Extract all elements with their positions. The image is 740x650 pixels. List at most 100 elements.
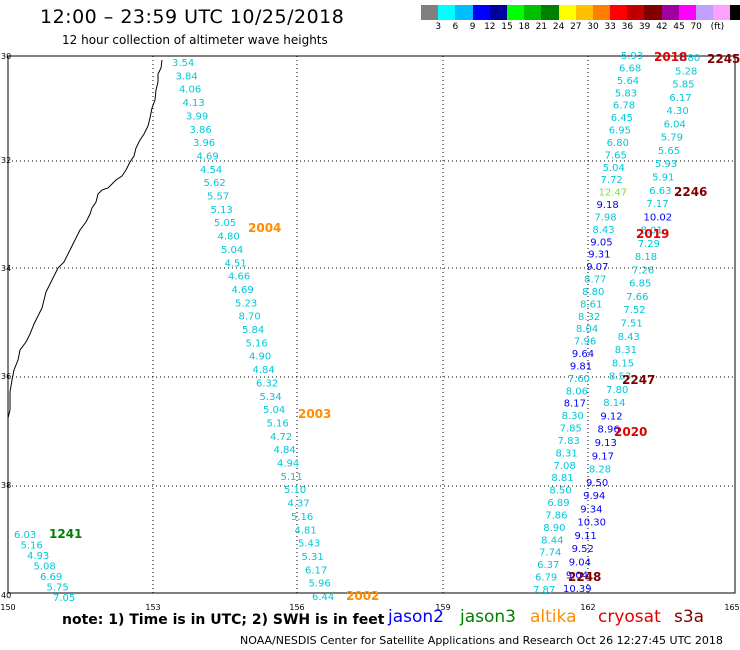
wave-height-label: 9.81: [570, 361, 592, 372]
legend-label: (ft): [710, 22, 725, 32]
wave-height-label: 5.05: [214, 218, 236, 229]
wave-height-label: 8.15: [612, 358, 634, 369]
map-frame: [7, 55, 736, 594]
wave-height-label: 8.31: [556, 448, 578, 459]
wave-height-label: 5.91: [652, 172, 674, 183]
lat-tick-label: 32: [1, 156, 11, 165]
wave-height-label: 5.04: [221, 245, 243, 256]
wave-height-label: 5.79: [661, 133, 683, 144]
wave-height-label: 7.60: [568, 374, 590, 385]
wave-height-label: 6.68: [619, 63, 641, 74]
wave-height-label: 8.30: [562, 411, 584, 422]
legend-label: 30: [587, 22, 599, 32]
wave-height-label: 9.17: [592, 451, 614, 462]
legend-label: 42: [656, 22, 668, 32]
wave-height-label: 8.81: [551, 473, 573, 484]
wave-height-label: 9.05: [590, 237, 612, 248]
wave-height-label: 7.52: [623, 305, 645, 316]
lon-tick-label: 156: [289, 603, 304, 610]
track-id-label: 2004: [248, 221, 281, 235]
track-id-label: 2246: [674, 185, 707, 199]
wave-height-label: 5.04: [263, 405, 285, 416]
wave-height-label: 4.80: [218, 232, 240, 243]
satellite-altika: altika: [530, 607, 577, 627]
lon-tick-label: 165: [724, 603, 739, 610]
track-id-label: 2248: [568, 570, 601, 584]
wave-height-label: 6.80: [607, 138, 629, 149]
wave-height-label: 8.32: [578, 312, 600, 323]
legend-swatch: [627, 5, 645, 20]
grid-lines: [8, 56, 735, 593]
legend-swatch: [678, 5, 696, 20]
wave-height-label: 5.64: [617, 76, 639, 87]
wave-height-label: 5.43: [298, 539, 320, 550]
wave-height-label: 3.54: [172, 58, 194, 69]
wave-height-label: 4.84: [253, 365, 275, 376]
wave-height-label: 8.31: [615, 345, 637, 356]
wave-height-label: 8.77: [584, 275, 606, 286]
wave-height-label: 6.32: [256, 378, 278, 389]
track-id-label: 2245: [707, 52, 740, 66]
wave-height-label: 6.95: [609, 126, 631, 137]
wave-height-label: 7.80: [678, 53, 700, 64]
wave-height-label: 5.84: [242, 325, 264, 336]
lat-tick-label: 40: [1, 591, 11, 600]
legend-label: 12: [484, 22, 496, 32]
wave-height-label: 7.80: [606, 385, 628, 396]
legend-label: 33: [604, 22, 616, 32]
wave-height-label: 5.34: [260, 392, 282, 403]
wave-height-label: 4.90: [249, 352, 271, 363]
wave-height-label: 4.30: [667, 106, 689, 117]
legend-label: 15: [501, 22, 513, 32]
wave-height-label: 7.29: [638, 239, 660, 250]
wave-height-label: 6.17: [305, 565, 327, 576]
wave-height-label: 5.31: [302, 552, 324, 563]
wave-height-label: 8.04: [576, 324, 598, 335]
wave-height-label: 7.85: [560, 424, 582, 435]
wave-height-label: 5.93: [621, 51, 643, 62]
wave-height-label: 7.87: [533, 585, 555, 596]
wave-height-label: 9.34: [580, 504, 602, 515]
wave-height-label: 3.99: [186, 111, 208, 122]
wave-height-label: 5.93: [655, 159, 677, 170]
wave-height-label: 3.96: [193, 138, 215, 149]
wave-height-label: 9.94: [583, 491, 605, 502]
wave-height-label: 8.17: [564, 399, 586, 410]
lat-tick-label: 38: [1, 481, 11, 490]
wave-height-label: 7.98: [594, 212, 616, 223]
wave-height-label: 7.66: [626, 292, 648, 303]
wave-height-label: 6.89: [547, 498, 569, 509]
wave-height-label: 8.90: [543, 523, 565, 534]
legend-swatch: [524, 5, 542, 20]
wave-height-label: 4.13: [183, 98, 205, 109]
legend-swatch: [506, 5, 525, 20]
legend-swatch: [489, 5, 507, 20]
wave-height-label: 4.69: [197, 151, 219, 162]
wave-height-label: 8.61: [580, 299, 602, 310]
wave-height-label: 4.93: [27, 551, 49, 562]
wave-height-label: 7.96: [574, 337, 596, 348]
wave-height-label: 5.28: [675, 66, 697, 77]
wave-height-label: 7.83: [558, 436, 580, 447]
wave-height-label: 9.64: [572, 349, 594, 360]
lat-tick-label: 34: [1, 264, 11, 273]
wave-height-label: 8.18: [635, 252, 657, 263]
wave-height-label: 4.37: [288, 499, 310, 510]
wave-height-label: 7.86: [545, 510, 567, 521]
wave-height-label: 9.04: [569, 557, 591, 568]
wave-height-label: 7.17: [646, 199, 668, 210]
footer-note: note: 1) Time is in UTC; 2) SWH is in fe…: [62, 612, 385, 628]
wave-height-label: 4.84: [274, 445, 296, 456]
wave-height-label: 8.43: [592, 225, 614, 236]
legend-label: 36: [621, 22, 634, 32]
legend-swatch: [472, 5, 490, 20]
map-subtitle: 12 hour collection of altimeter wave hei…: [62, 33, 328, 47]
legend-label: 21: [535, 22, 548, 32]
legend-swatch: [541, 5, 559, 20]
legend-swatch: [713, 5, 731, 20]
wave-height-label: 8.80: [582, 287, 604, 298]
wave-height-label: 9.13: [595, 438, 617, 449]
wave-height-label: 8.44: [541, 535, 563, 546]
wave-height-label: 10.02: [644, 212, 673, 223]
legend-swatch: [730, 5, 740, 20]
